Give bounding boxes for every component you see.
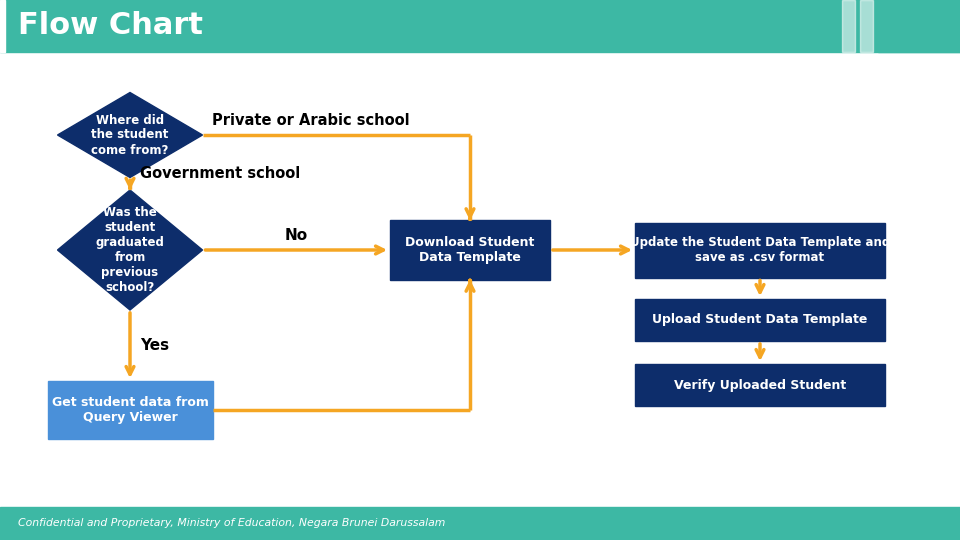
Text: Was the
student
graduated
from
previous
school?: Was the student graduated from previous … <box>96 206 164 294</box>
Bar <box>47 381 212 439</box>
Text: Yes: Yes <box>140 338 169 353</box>
Bar <box>0 0 960 52</box>
Polygon shape <box>878 0 960 52</box>
Text: Where did
the student
come from?: Where did the student come from? <box>91 113 169 157</box>
Bar <box>635 364 885 406</box>
Text: No: No <box>285 228 308 243</box>
Polygon shape <box>58 190 203 310</box>
Bar <box>842 0 855 52</box>
Bar <box>860 0 873 52</box>
Text: Upload Student Data Template: Upload Student Data Template <box>652 314 868 327</box>
Text: Government school: Government school <box>140 166 300 181</box>
Text: Verify Uploaded Student: Verify Uploaded Student <box>674 379 846 392</box>
Text: Confidential and Proprietary, Ministry of Education, Negara Brunei Darussalam: Confidential and Proprietary, Ministry o… <box>18 518 445 529</box>
Bar <box>635 222 885 278</box>
Bar <box>0 0 5 52</box>
Text: Private or Arabic school: Private or Arabic school <box>212 113 410 128</box>
Bar <box>390 220 550 280</box>
Bar <box>635 299 885 341</box>
Text: Download Student
Data Template: Download Student Data Template <box>405 236 535 264</box>
Bar <box>0 507 960 540</box>
Text: Update the Student Data Template and
save as .csv format: Update the Student Data Template and sav… <box>630 236 890 264</box>
Text: Get student data from
Query Viewer: Get student data from Query Viewer <box>52 396 208 424</box>
Text: Flow Chart: Flow Chart <box>18 11 203 40</box>
Polygon shape <box>58 92 203 178</box>
